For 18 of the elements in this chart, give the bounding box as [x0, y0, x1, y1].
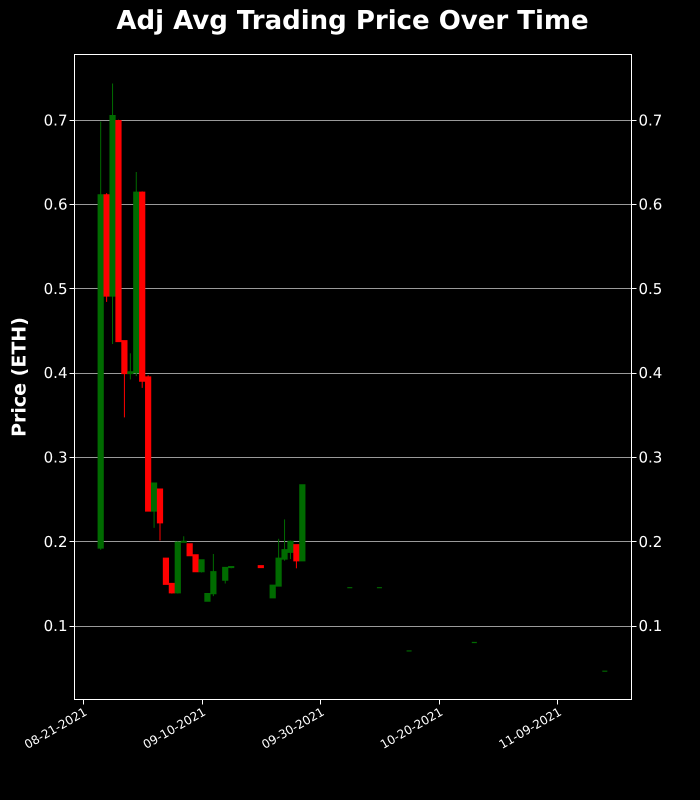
candlestick — [293, 544, 300, 569]
y2-tick-label: 0.4 — [638, 364, 662, 382]
y-tick-label: 0.6 — [44, 196, 68, 214]
y-tick-label: 0.2 — [44, 532, 68, 551]
chart-title: Adj Avg Trading Price Over Time — [116, 6, 589, 36]
y2-tick-label: 0.6 — [638, 196, 662, 214]
y-tick-label: 0.3 — [44, 448, 68, 467]
y-tick-label: 0.1 — [44, 617, 68, 636]
y-tick-label: 0.4 — [44, 364, 68, 382]
y2-tick-label: 0.1 — [638, 617, 662, 636]
y2-tick-label: 0.3 — [638, 448, 662, 467]
y2-tick-label: 0.5 — [638, 280, 662, 298]
y-tick-label: 0.7 — [44, 111, 68, 130]
y-axis-title: Price (ETH) — [8, 317, 31, 437]
y2-tick-label: 0.7 — [638, 111, 662, 130]
candlestick — [198, 559, 205, 574]
y-tick-label: 0.5 — [44, 280, 68, 298]
y2-tick-label: 0.2 — [638, 532, 662, 551]
